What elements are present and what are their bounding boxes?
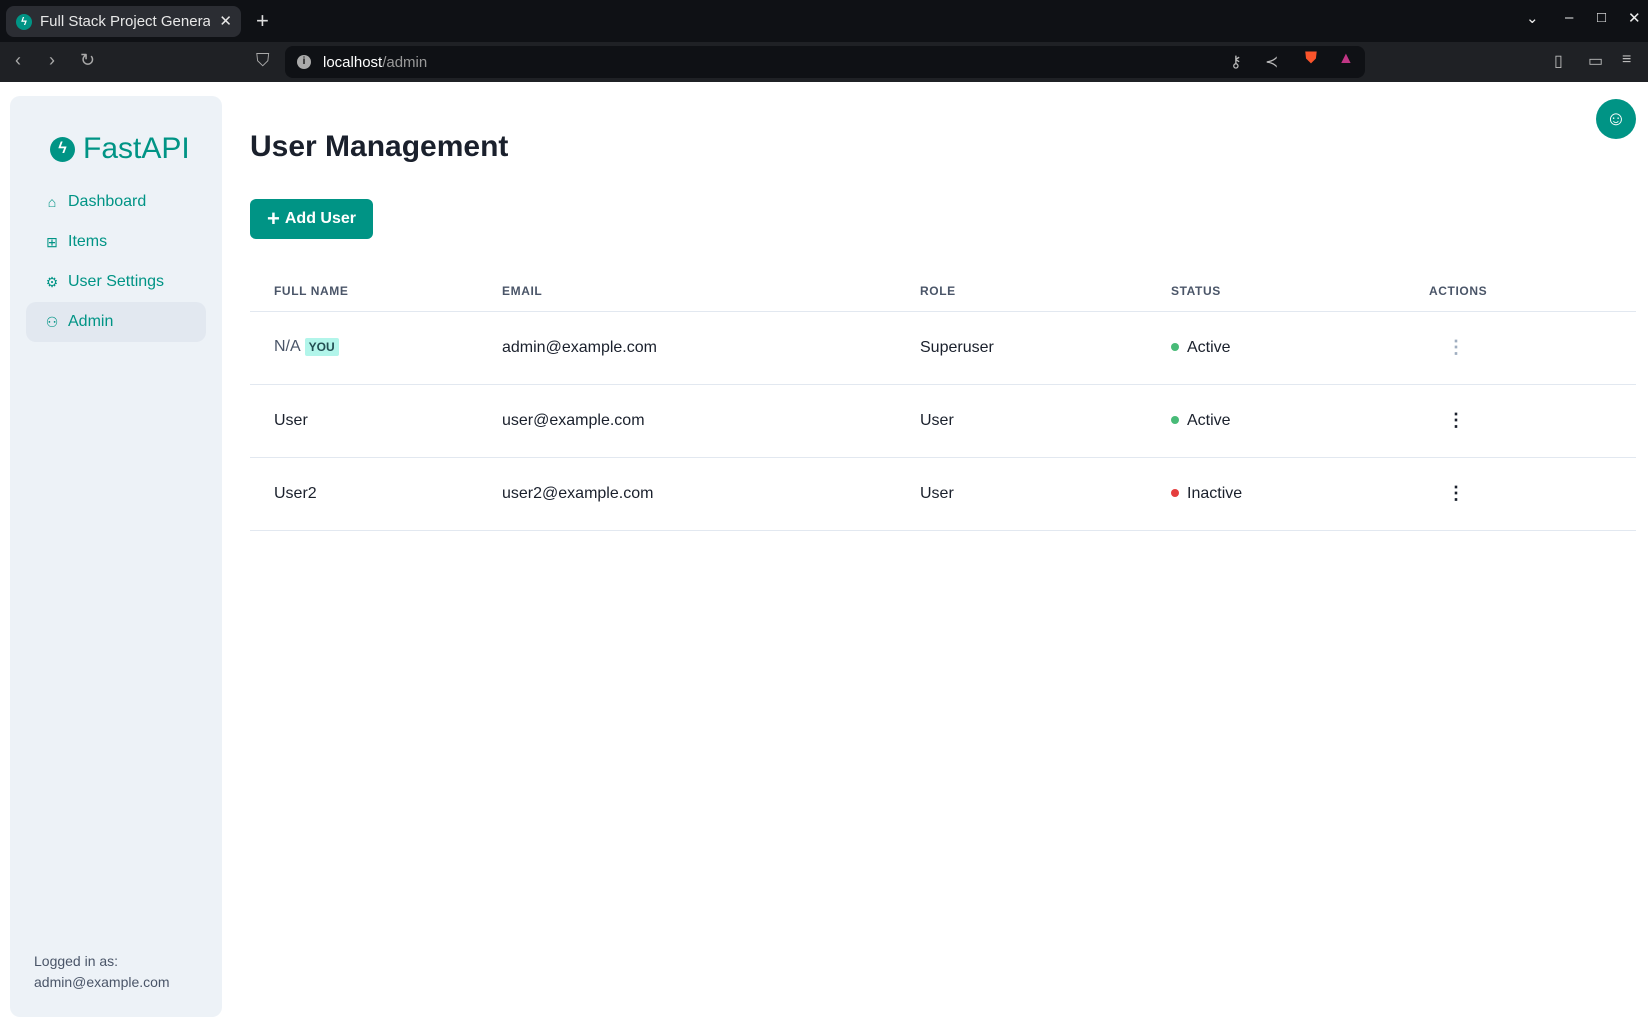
close-tab-icon[interactable]: ✕	[219, 13, 232, 30]
bookmark-icon[interactable]: ⛉	[256, 50, 270, 70]
key-icon[interactable]: ⚷	[1230, 54, 1242, 71]
status: Active	[1171, 384, 1429, 458]
column-header-email: EMAIL	[502, 272, 920, 312]
full-name: User2	[250, 457, 502, 531]
briefcase-icon: ⊞	[46, 233, 58, 250]
email: user@example.com	[502, 384, 920, 458]
sidebar-item-label: Dashboard	[68, 193, 147, 210]
actions-cell: ⋮	[1429, 384, 1636, 458]
sidebar-item-label: Admin	[68, 313, 114, 330]
maximize-icon[interactable]: □	[1597, 9, 1607, 26]
address-bar[interactable]: i localhost/admin ⚷ ≺ ⛊ ▲	[285, 46, 1365, 78]
browser-toolbar: ‹ › ↻ ⛉ i localhost/admin ⚷ ≺ ⛊ ▲ ▯ ▭ ≡	[0, 42, 1648, 82]
full-name: N/A	[274, 338, 301, 356]
sidebar-item-user-settings[interactable]: ⚙ User Settings	[26, 262, 206, 302]
actions-cell: ⋮	[1429, 457, 1636, 531]
column-header-status: STATUS	[1171, 272, 1429, 312]
status-label: Inactive	[1187, 484, 1243, 502]
more-actions-icon[interactable]: ⋮	[1447, 410, 1465, 430]
email: user2@example.com	[502, 457, 920, 531]
fastapi-favicon-icon: ϟ	[16, 13, 32, 30]
status-dot-icon	[1171, 343, 1179, 352]
status: Inactive	[1171, 457, 1429, 531]
brave-shield-icon[interactable]: ⛊	[1305, 50, 1318, 67]
browser-tab[interactable]: ϟ Full Stack Project Generator ✕	[6, 6, 241, 37]
add-user-label: Add User	[284, 210, 356, 227]
menu-icon[interactable]: ≡	[1622, 51, 1632, 68]
status-dot-icon	[1171, 416, 1179, 425]
role: Superuser	[920, 311, 1171, 385]
logo-text: FastAPI	[83, 132, 190, 165]
more-actions-icon[interactable]: ⋮	[1447, 483, 1465, 503]
sidebar-item-label: User Settings	[68, 273, 165, 290]
role: User	[920, 457, 1171, 531]
site-info-icon[interactable]: i	[297, 55, 311, 69]
status-label: Active	[1187, 338, 1231, 356]
wallet-icon[interactable]: ▭	[1588, 53, 1604, 70]
back-icon[interactable]: ‹	[15, 50, 21, 70]
tab-title: Full Stack Project Generator	[40, 13, 210, 30]
logged-in-info: Logged in as: admin@example.com	[34, 951, 170, 993]
plus-icon: +	[267, 206, 280, 231]
table-row: User2 user2@example.com User Inactive ⋮	[250, 457, 1636, 531]
sidebar-item-dashboard[interactable]: ⌂ Dashboard	[26, 182, 206, 222]
more-actions-icon[interactable]: ⋮	[1447, 337, 1465, 357]
column-header-full-name: FULL NAME	[250, 272, 502, 312]
brave-rewards-icon[interactable]: ▲	[1338, 50, 1354, 67]
table-row: N/A YOU admin@example.com Superuser Activ…	[250, 311, 1636, 385]
sidebar: ϟ FastAPI ⌂ Dashboard ⊞ Items ⚙ User Setting…	[10, 96, 222, 1017]
column-header-actions: ACTIONS	[1429, 272, 1636, 312]
email: admin@example.com	[502, 311, 920, 385]
status-label: Active	[1187, 411, 1231, 429]
role: User	[920, 384, 1171, 458]
users-table: FULL NAME EMAIL ROLE STATUS ACTIONS N/A Y…	[250, 272, 1636, 531]
you-badge: YOU	[304, 338, 339, 357]
logged-in-email: admin@example.com	[34, 974, 170, 990]
status: Active	[1171, 311, 1429, 385]
reload-icon[interactable]: ↻	[80, 50, 96, 70]
full-name: User	[250, 384, 502, 458]
gear-icon: ⚙	[45, 273, 59, 290]
page-title: User Management	[250, 130, 509, 163]
browser-tab-bar: ϟ Full Stack Project Generator ✕ + ⌄ – □…	[0, 0, 1648, 42]
home-icon: ⌂	[47, 194, 57, 210]
minimize-icon[interactable]: –	[1565, 9, 1574, 26]
share-icon[interactable]: ≺	[1265, 54, 1279, 71]
sidebar-item-admin[interactable]: ⚇ Admin	[26, 302, 206, 342]
add-user-button[interactable]: + Add User	[250, 199, 373, 239]
logo[interactable]: ϟ FastAPI	[50, 132, 190, 166]
new-tab-icon[interactable]: +	[256, 8, 269, 33]
users-icon: ⚇	[45, 313, 59, 330]
sidebar-item-label: Items	[68, 233, 108, 250]
user-icon: ☺	[1605, 107, 1627, 130]
sidebar-toggle-icon[interactable]: ▯	[1554, 53, 1563, 70]
actions-cell: ⋮	[1429, 311, 1636, 385]
tab-list-icon[interactable]: ⌄	[1526, 10, 1539, 27]
column-header-role: ROLE	[920, 272, 1171, 312]
url-host: localhost	[323, 53, 383, 71]
url-path: /admin	[382, 53, 428, 71]
status-dot-icon	[1171, 489, 1179, 498]
logged-in-label: Logged in as:	[34, 953, 119, 969]
user-menu-avatar[interactable]: ☺	[1596, 99, 1636, 139]
forward-icon[interactable]: ›	[49, 50, 55, 70]
table-row: User user@example.com User Active ⋮	[250, 384, 1636, 458]
close-window-icon[interactable]: ✕	[1628, 10, 1641, 27]
fastapi-logo-icon: ϟ	[50, 136, 75, 162]
sidebar-item-items[interactable]: ⊞ Items	[26, 222, 206, 262]
